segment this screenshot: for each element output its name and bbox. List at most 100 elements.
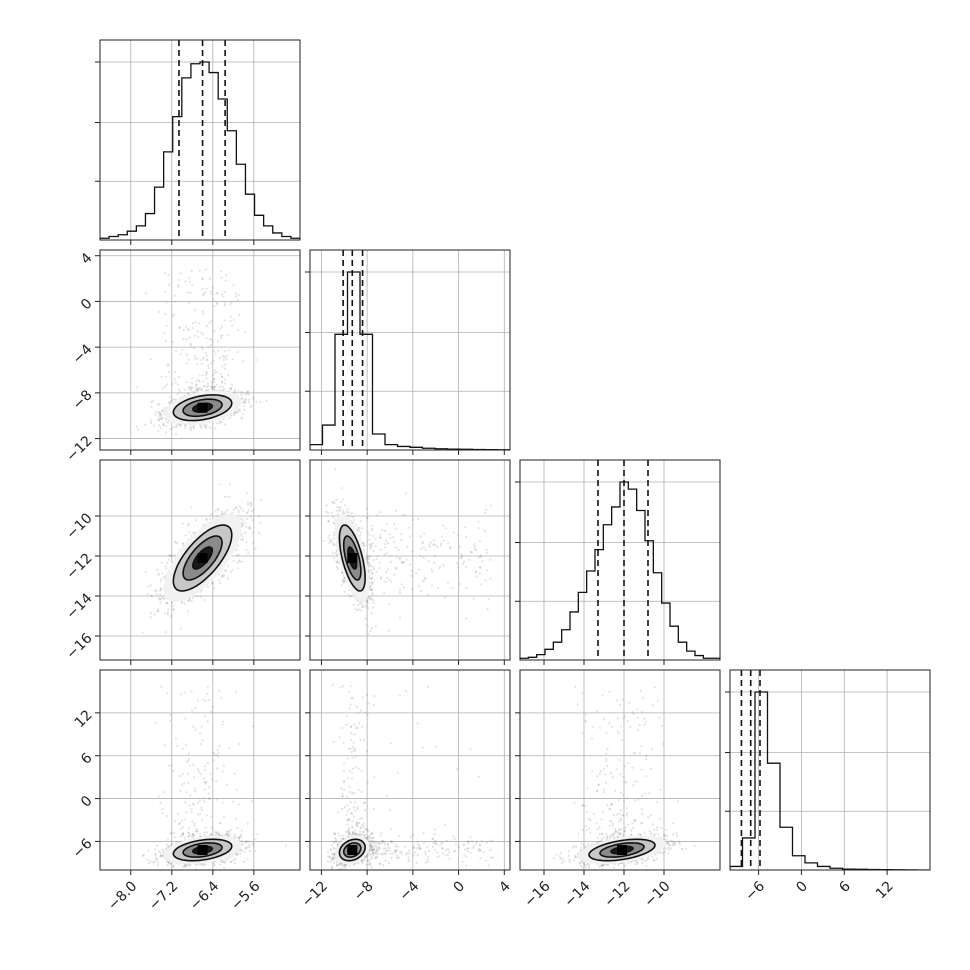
sample-point	[205, 377, 208, 380]
grid-lines	[100, 40, 300, 240]
sample-point	[154, 589, 157, 593]
sample-point	[164, 385, 167, 388]
sample-point	[205, 354, 209, 357]
sample-point	[187, 759, 190, 762]
sample-point	[156, 864, 159, 867]
sample-point	[210, 290, 213, 293]
sample-point	[191, 820, 194, 823]
sample-point	[335, 561, 339, 564]
sample-point	[342, 579, 345, 583]
sample-point	[173, 554, 176, 557]
sample-point	[421, 541, 424, 544]
sample-point	[170, 844, 173, 847]
sample-point	[372, 558, 375, 562]
sample-point	[246, 517, 249, 521]
sample-point	[189, 387, 193, 390]
sample-point	[258, 515, 261, 518]
sample-point	[370, 571, 374, 574]
sample-point	[325, 510, 328, 513]
sample-point	[372, 599, 375, 602]
sample-point	[402, 561, 406, 564]
sample-point	[159, 601, 162, 604]
tick-marks	[95, 61, 255, 245]
sample-point	[178, 326, 181, 329]
sample-point	[152, 424, 155, 427]
sample-point	[175, 424, 178, 427]
sample-point	[207, 364, 210, 367]
sample-point	[240, 538, 243, 541]
sample-point	[245, 549, 248, 552]
sample-point	[223, 423, 226, 426]
sample-point	[210, 292, 213, 296]
sample-point	[241, 560, 244, 563]
sample-point	[222, 573, 225, 576]
sample-point	[368, 597, 371, 600]
sample-point	[157, 608, 160, 611]
sample-point	[168, 861, 171, 865]
sample-point	[210, 387, 214, 390]
sample-point	[369, 547, 372, 550]
sample-point	[247, 503, 250, 506]
sample-point	[255, 400, 258, 403]
sample-point	[428, 543, 431, 546]
sample-point	[229, 829, 233, 832]
sample-point	[468, 558, 471, 561]
sample-point	[206, 720, 209, 723]
sample-point	[240, 840, 244, 843]
sample-point	[215, 302, 218, 305]
sample-point	[213, 864, 216, 867]
sample-point	[423, 546, 426, 549]
sample-point	[193, 391, 196, 394]
sample-point	[179, 627, 182, 630]
sample-point	[208, 797, 211, 801]
sample-point	[231, 358, 234, 361]
sample-point	[164, 431, 168, 434]
sample-point	[224, 349, 227, 353]
sample-point	[217, 833, 221, 836]
sample-point	[333, 522, 336, 525]
sample-point	[243, 408, 246, 411]
sample-point	[160, 375, 163, 378]
sample-point	[178, 375, 181, 379]
sample-point	[196, 388, 199, 391]
sample-point	[178, 822, 182, 825]
sample-point	[398, 616, 402, 620]
sample-point	[213, 385, 216, 388]
sample-point	[385, 570, 388, 574]
sample-point	[247, 845, 250, 849]
sample-point	[187, 391, 190, 395]
sample-point	[200, 425, 203, 428]
sample-point	[351, 515, 355, 519]
sample-point	[203, 599, 206, 602]
sample-point	[189, 389, 192, 392]
sample-point	[221, 334, 224, 337]
sample-point	[398, 557, 401, 560]
sample-point	[251, 519, 254, 522]
sample-point	[231, 384, 234, 387]
sample-point	[194, 728, 197, 731]
sample-point	[367, 557, 370, 561]
sample-point	[193, 776, 196, 779]
sample-point	[184, 534, 187, 537]
sample-point	[244, 398, 247, 401]
sample-point	[369, 584, 372, 587]
sample-point	[217, 833, 221, 837]
sample-point	[194, 830, 198, 833]
sample-point	[431, 570, 434, 573]
sample-point	[221, 355, 224, 358]
sample-point	[219, 334, 222, 337]
sample-point	[164, 630, 167, 634]
sample-point	[432, 561, 436, 565]
sample-point	[368, 543, 371, 546]
sample-point	[251, 725, 255, 728]
sample-point	[183, 837, 186, 840]
sample-point	[223, 363, 226, 366]
sample-point	[177, 388, 180, 391]
sample-point	[202, 293, 205, 296]
sample-point	[207, 384, 210, 387]
sample-point	[180, 783, 183, 786]
sample-point	[156, 610, 159, 613]
sample-point	[172, 313, 175, 316]
sample-point	[432, 539, 435, 542]
sample-point	[215, 798, 218, 801]
